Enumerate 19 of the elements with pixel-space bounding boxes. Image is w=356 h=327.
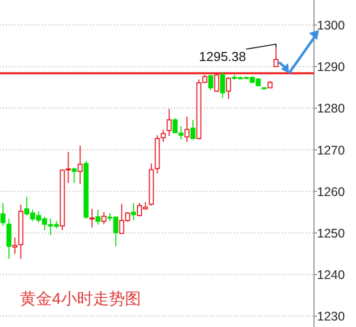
y-tick-label: 1300 [317, 18, 345, 32]
candlestick [0, 202, 6, 226]
annotation: 1295.38 [199, 49, 246, 64]
candlestick [18, 204, 24, 260]
candlestick [184, 116, 190, 142]
candlestick [166, 108, 172, 137]
text: 黄金4小时走势图 [20, 290, 141, 308]
candlestick [12, 237, 18, 254]
candlestick [78, 145, 83, 184]
candlestick [90, 208, 95, 228]
candlestick [154, 134, 160, 174]
y-tick-label: 1260 [317, 184, 345, 199]
y-tick-label: 1280 [317, 102, 345, 116]
candlestick [131, 202, 136, 221]
y-tick-label: 1270 [317, 143, 345, 158]
y-tick-label: 1250 [317, 226, 345, 240]
y-tick-label: 1240 [317, 268, 345, 282]
y-tick-label: 1290 [317, 60, 345, 74]
y-tick-label: 1230 [317, 310, 345, 324]
